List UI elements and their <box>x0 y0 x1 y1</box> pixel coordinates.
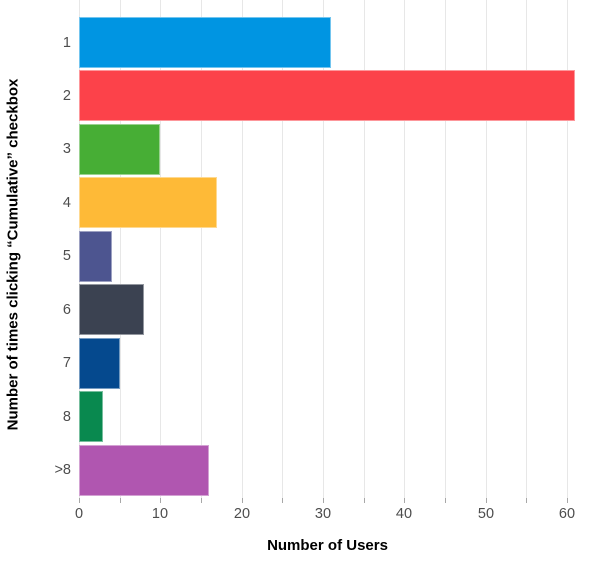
x-axis-tick <box>445 498 446 503</box>
gridline <box>282 0 283 498</box>
y-tick-label: 7 <box>62 355 71 371</box>
gridline <box>404 0 405 498</box>
gridline <box>160 0 161 498</box>
y-tick-label: 6 <box>62 302 71 318</box>
bar-category-5 <box>79 231 112 282</box>
gridline <box>364 0 365 498</box>
x-tick-label: 0 <box>74 506 84 522</box>
x-axis-tick <box>567 498 568 503</box>
x-axis-tick <box>486 498 487 503</box>
y-tick-label: 2 <box>62 88 71 104</box>
gridline <box>486 0 487 498</box>
gridline <box>201 0 202 498</box>
gridline <box>242 0 243 498</box>
y-tick-label: 1 <box>62 35 71 51</box>
gridline <box>567 0 568 498</box>
gridline <box>323 0 324 498</box>
gridline <box>445 0 446 498</box>
y-tick-label: 4 <box>62 195 71 211</box>
x-tick-label: 50 <box>477 506 495 522</box>
y-tick-label: 8 <box>62 409 71 425</box>
y-tick-label: 5 <box>62 248 71 264</box>
x-tick-label: 60 <box>558 506 576 522</box>
x-tick-label: 40 <box>395 506 413 522</box>
gridline <box>526 0 527 498</box>
plot-panel <box>79 0 576 498</box>
x-axis-tick <box>120 498 121 503</box>
x-axis-tick <box>282 498 283 503</box>
bar-category-4 <box>79 177 217 228</box>
x-tick-label: 10 <box>151 506 169 522</box>
bar-category-6 <box>79 284 144 335</box>
x-axis-tick <box>364 498 365 503</box>
x-axis-title: Number of Users <box>267 537 388 554</box>
bar-category->8 <box>79 445 209 496</box>
bar-category-2 <box>79 70 575 121</box>
x-axis-tick <box>323 498 324 503</box>
bar-category-8 <box>79 391 103 442</box>
x-axis-tick <box>79 498 80 503</box>
bar-category-1 <box>79 17 331 68</box>
x-tick-label: 20 <box>233 506 251 522</box>
y-tick-label: >8 <box>54 462 71 478</box>
bar-category-7 <box>79 338 120 389</box>
x-axis-tick <box>404 498 405 503</box>
y-tick-label: 3 <box>62 141 71 157</box>
x-axis-tick <box>201 498 202 503</box>
gridline <box>120 0 121 498</box>
x-axis-tick <box>160 498 161 503</box>
x-axis-tick <box>526 498 527 503</box>
bar-category-3 <box>79 124 160 175</box>
x-tick-label: 30 <box>314 506 332 522</box>
x-axis-tick <box>242 498 243 503</box>
